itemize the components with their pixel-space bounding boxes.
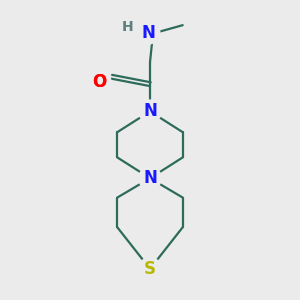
- Text: O: O: [92, 73, 106, 91]
- Text: N: N: [143, 169, 157, 187]
- Text: H: H: [122, 20, 134, 34]
- Text: H: H: [122, 20, 133, 34]
- Circle shape: [88, 70, 111, 93]
- Text: N: N: [143, 102, 157, 120]
- Text: N: N: [142, 24, 155, 42]
- Circle shape: [139, 167, 161, 190]
- Circle shape: [139, 100, 161, 123]
- Circle shape: [137, 21, 160, 44]
- Circle shape: [116, 15, 139, 38]
- Text: S: S: [144, 260, 156, 278]
- Text: O: O: [92, 73, 106, 91]
- Circle shape: [139, 258, 161, 280]
